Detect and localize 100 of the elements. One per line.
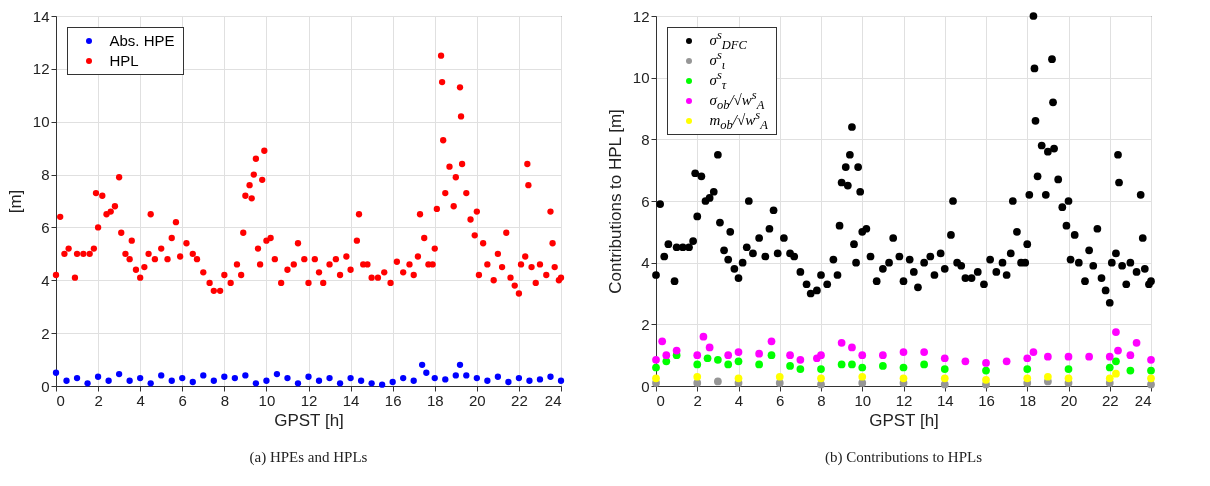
point	[1064, 365, 1073, 373]
point	[786, 351, 794, 360]
y-tick-label: 4	[641, 254, 650, 272]
point	[137, 374, 144, 382]
x-tick-label: 4	[734, 391, 744, 409]
point	[848, 360, 856, 369]
y-tick-label: 0	[41, 377, 50, 395]
point	[456, 361, 464, 369]
point	[899, 374, 908, 383]
point	[179, 374, 186, 382]
point	[73, 374, 81, 382]
point	[126, 377, 133, 384]
point	[63, 377, 70, 384]
legend-label: HPL	[109, 52, 139, 69]
point	[400, 374, 407, 382]
y-tick-label: 0	[641, 377, 650, 395]
point	[1105, 352, 1114, 361]
text: (a) HPEs and HPLs	[249, 449, 368, 466]
point	[940, 354, 949, 363]
point	[658, 337, 667, 346]
x-tick-label: 20	[1060, 391, 1078, 409]
point	[662, 351, 671, 360]
point	[231, 374, 239, 382]
point	[418, 361, 426, 369]
y-tick-label: 6	[41, 218, 50, 236]
x-tick-label: 20	[468, 391, 486, 409]
x-tick-label: 24	[544, 391, 562, 409]
x-tick-label: 12	[895, 391, 913, 409]
point	[817, 380, 825, 389]
point	[1126, 351, 1135, 360]
x-tick-label: 0	[56, 391, 65, 409]
point	[1112, 369, 1120, 378]
point	[699, 332, 708, 341]
point	[858, 363, 867, 372]
point	[1085, 352, 1093, 361]
point	[961, 357, 970, 366]
point	[1114, 346, 1122, 355]
point	[796, 365, 805, 373]
point	[473, 374, 480, 382]
x-tick-label: 14	[936, 391, 954, 409]
point	[1112, 328, 1120, 336]
x-tick-label: 8	[817, 391, 826, 409]
point	[326, 374, 333, 382]
point	[305, 373, 312, 380]
text: (b) Contributions to HPLs	[824, 449, 983, 466]
y-tick-label: 4	[41, 271, 50, 289]
point	[84, 380, 91, 387]
point	[294, 380, 302, 387]
y-tick-label: 6	[641, 192, 650, 210]
point	[336, 380, 344, 387]
point	[1105, 363, 1114, 372]
point	[1064, 374, 1073, 383]
point	[1023, 365, 1032, 373]
point	[210, 377, 217, 384]
point	[714, 377, 722, 386]
point	[1064, 352, 1073, 361]
point	[368, 380, 375, 387]
x-tick-label: 10	[258, 391, 276, 409]
point	[724, 360, 733, 369]
point	[1147, 366, 1155, 375]
point	[817, 374, 825, 383]
point	[786, 362, 794, 370]
point	[767, 351, 776, 360]
x-tick-label: 4	[136, 391, 145, 409]
point	[263, 377, 270, 384]
x-tick-label: 18	[1019, 391, 1037, 409]
point	[221, 373, 228, 380]
x-tick-label: 8	[220, 391, 230, 409]
y-axis-title: Contributions to HPL [m]	[605, 109, 625, 294]
point	[858, 379, 867, 387]
point	[940, 374, 949, 383]
point	[775, 379, 784, 387]
point	[1147, 355, 1155, 364]
point	[920, 360, 928, 369]
point	[837, 360, 846, 369]
point	[755, 360, 763, 369]
point	[252, 380, 260, 387]
point	[1126, 366, 1135, 375]
point	[423, 369, 430, 376]
point	[714, 355, 722, 364]
point	[775, 372, 784, 381]
point	[378, 381, 386, 388]
x-tick-label: 6	[776, 391, 785, 409]
point	[693, 360, 702, 369]
point	[189, 378, 196, 386]
y-tick-label: 2	[641, 315, 650, 333]
point	[463, 372, 470, 379]
point	[703, 354, 712, 363]
point	[982, 359, 990, 367]
point	[858, 372, 867, 381]
point	[982, 375, 990, 384]
point	[115, 370, 123, 378]
point	[357, 377, 365, 384]
point	[273, 370, 281, 378]
point	[1105, 374, 1114, 383]
point	[347, 374, 354, 382]
point	[705, 343, 714, 352]
point	[652, 363, 660, 372]
x-tick-label: 2	[693, 391, 702, 409]
point	[817, 365, 825, 373]
